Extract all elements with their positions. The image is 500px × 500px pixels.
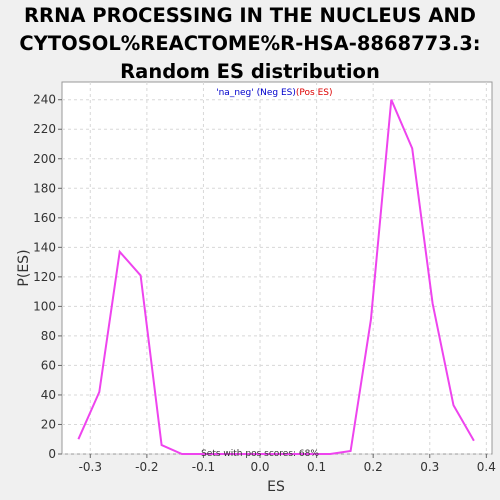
legend-neg-label: 'na_neg' (Neg ES) xyxy=(216,88,296,98)
x-tick-label: 0.4 xyxy=(477,460,496,474)
x-tick-label: 0.3 xyxy=(420,460,439,474)
x-tick-label: -0.2 xyxy=(135,460,158,474)
y-tick-label: 240 xyxy=(33,93,56,107)
x-tick-label: 0.2 xyxy=(364,460,383,474)
x-tick-label: 0.0 xyxy=(250,460,269,474)
y-tick-label: 80 xyxy=(41,329,56,343)
x-tick-label: -0.1 xyxy=(192,460,215,474)
y-axis-label: P(ES) xyxy=(16,249,32,286)
y-tick-label: 220 xyxy=(33,122,56,136)
y-tick-label: 120 xyxy=(33,270,56,284)
y-tick-label: 60 xyxy=(41,358,56,372)
grid-lines xyxy=(62,82,492,455)
y-tick-label: 160 xyxy=(33,211,56,225)
chart-title: RRNA PROCESSING IN THE NUCLEUS AND CYTOS… xyxy=(0,2,500,86)
chart-title-line-2: CYTOSOL%REACTOME%R-HSA-8868773.3: xyxy=(19,32,481,55)
x-axis-label: ES xyxy=(267,479,285,495)
y-tick-label: 180 xyxy=(33,181,56,195)
pos-scores-annotation: Sets with pos scores: 68% xyxy=(201,449,319,459)
chart-title-line-1: RRNA PROCESSING IN THE NUCLEUS AND xyxy=(24,4,476,27)
y-tick-label: 100 xyxy=(33,299,56,313)
series-layer xyxy=(77,99,475,455)
chart-title-line-3: Random ES distribution xyxy=(120,60,380,83)
y-tick-label: 0 xyxy=(48,447,56,461)
axes: 0 20 40 60 80 100 120 140 160 180 200 220 240 -0.3 -0.… xyxy=(33,93,496,474)
x-tick-label: 0.1 xyxy=(307,460,326,474)
x-tick-label: -0.3 xyxy=(79,460,102,474)
y-tick-label: 20 xyxy=(41,417,56,431)
y-tick-label: 140 xyxy=(33,240,56,254)
es-distribution-line xyxy=(77,99,475,455)
y-tick-label: 200 xyxy=(33,152,56,166)
y-tick-label: 40 xyxy=(41,388,56,402)
legend-pos-label: (Pos ES) xyxy=(296,88,333,98)
